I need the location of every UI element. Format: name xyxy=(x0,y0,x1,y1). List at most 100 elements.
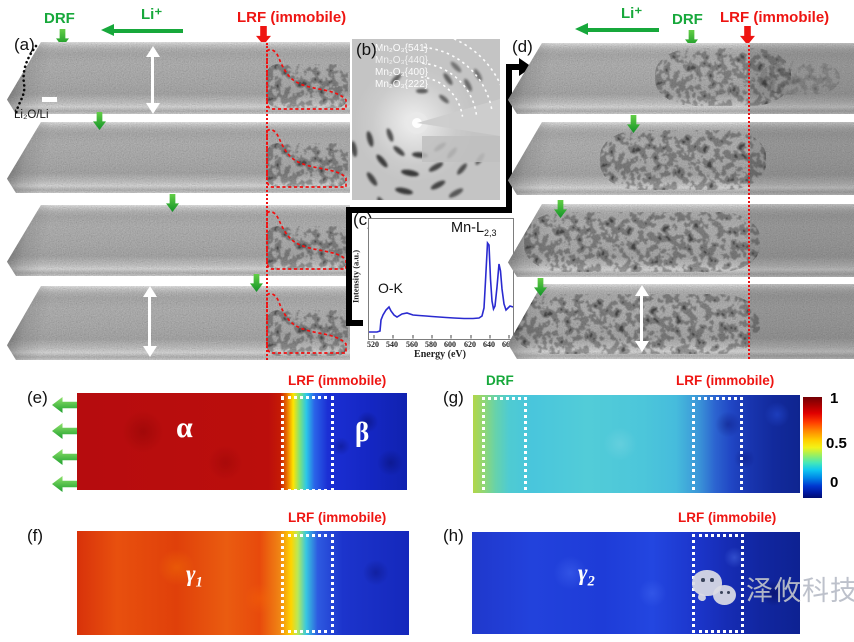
lithiated-texture xyxy=(600,130,766,190)
tem-wire-d2 xyxy=(508,122,854,195)
lrf-roi-box-f xyxy=(281,534,334,633)
drf-roi-box-g xyxy=(482,397,527,496)
reaction-front-texture xyxy=(266,226,348,270)
colorbar-min-label: 0 xyxy=(830,474,839,491)
thickness-arrow-icon-a1 xyxy=(145,46,160,114)
tick-640: 640 xyxy=(483,340,495,349)
reaction-front-texture xyxy=(266,310,348,356)
eels-plot-frame xyxy=(368,218,514,340)
li-flow-arrow-icon-a xyxy=(101,24,183,36)
li-ion-label-a: Li⁺ xyxy=(141,6,163,23)
li-flow-arrow-icon-d xyxy=(575,23,659,35)
thickness-arrow-icon-d4 xyxy=(634,285,649,352)
unreacted-dark-zone xyxy=(750,204,854,277)
unreacted-dark-zone xyxy=(750,122,854,195)
wire-tip-facet xyxy=(508,122,556,195)
lrf-contour-a4 xyxy=(266,292,347,354)
connector-line xyxy=(346,207,512,213)
eels-spectrum xyxy=(369,240,514,339)
lrf-contour-a3 xyxy=(266,210,347,270)
tick-560: 560 xyxy=(406,340,418,349)
lrf-roi-box-g xyxy=(692,397,743,496)
lrf-label-d: LRF (immobile) xyxy=(720,9,830,26)
connector-arm xyxy=(506,64,520,70)
tem-wire-a3 xyxy=(7,205,350,276)
phase-map-e xyxy=(77,393,407,490)
phase-map-g xyxy=(473,395,800,493)
li-flow-arrow-icon xyxy=(52,476,77,492)
scale-bar xyxy=(42,97,57,102)
panel-c-letter: (c) xyxy=(353,210,373,229)
tem-wire-d3 xyxy=(508,204,854,277)
li-flow-arrow-icon xyxy=(52,423,77,439)
connector-riser xyxy=(506,64,512,213)
mn-l-peak-label: Mn-L2,3 xyxy=(451,220,497,238)
o-k-peak-label: O-K xyxy=(378,280,403,296)
wire-tip-facet xyxy=(7,205,55,276)
unreacted-dark-zone xyxy=(750,43,854,114)
panel-h-letter: (h) xyxy=(443,526,464,545)
wire-tip-facet xyxy=(7,122,55,193)
eels-ylabel: Intensity (a.u.) xyxy=(350,249,361,304)
lrf-arrow-icon-d xyxy=(740,26,755,45)
eels-xlabel: Energy (eV) xyxy=(414,349,466,360)
tem-wire-d4 xyxy=(508,284,854,359)
lrf-label-h: LRF (immobile) xyxy=(678,510,777,525)
ring-label-222: Mn₂O₃{222} xyxy=(375,79,428,90)
lrf-label-e: LRF (immobile) xyxy=(288,373,387,388)
beta-phase-label: β xyxy=(355,417,370,447)
gamma2-phase-label: γ2 xyxy=(578,560,595,590)
diffraction-pattern xyxy=(352,39,500,200)
tem-wire-d1 xyxy=(508,43,854,114)
panel-f-letter: (f) xyxy=(27,526,44,545)
li-ion-label-d: Li⁺ xyxy=(621,5,643,22)
tick-580: 580 xyxy=(425,340,437,349)
colorbar-max-label: 1 xyxy=(830,390,839,407)
connector-bracket xyxy=(346,207,352,326)
tick-600: 600 xyxy=(444,340,456,349)
lrf-contour-a1 xyxy=(266,48,347,110)
lithiated-texture xyxy=(760,61,840,95)
ring-label-440: Mn₂O₃{440} xyxy=(375,55,428,66)
connector-bracket-arm xyxy=(346,320,363,326)
ring-label-400: Mn₂O₃{400} xyxy=(375,67,428,78)
tem-wire-a2 xyxy=(7,122,350,193)
ring-guide-arcs xyxy=(420,39,500,117)
panel-a-letter: (a) xyxy=(14,35,35,54)
lrf-roi-box-e xyxy=(281,396,334,492)
reaction-front-texture xyxy=(266,64,348,108)
lrf-line-a xyxy=(266,43,268,360)
colorbar-mid-label: 0.5 xyxy=(826,435,847,452)
li2o-interface-dotted-curve xyxy=(14,44,38,116)
wire-tip-facet xyxy=(7,286,55,360)
tick-540: 540 xyxy=(386,340,398,349)
li-flow-arrow-icon xyxy=(52,449,77,465)
watermark-logo-icon xyxy=(692,568,744,614)
tick-660: 660 xyxy=(502,340,514,349)
thickness-arrow-icon-a4 xyxy=(142,286,157,357)
panel-b-letter: (b) xyxy=(356,40,377,59)
drf-label-d: DRF xyxy=(672,11,703,28)
drf-label-a: DRF xyxy=(44,10,75,27)
ring-label-541: Mn₂O₃{541} xyxy=(375,43,428,54)
diffraction-panel: (b) Mn₂O₃{541} Mn₂O₃{440} Mn₂O₃{400} Mn₂… xyxy=(352,39,500,200)
colorbar xyxy=(803,397,822,498)
lrf-label-g: LRF (immobile) xyxy=(676,373,775,388)
lrf-line-d xyxy=(748,45,750,359)
panel-g-letter: (g) xyxy=(443,388,464,407)
tick-620: 620 xyxy=(464,340,476,349)
drf-label-g: DRF xyxy=(486,373,514,388)
beam-stop-wedge xyxy=(417,99,500,136)
lrf-label-a: LRF (immobile) xyxy=(237,9,347,26)
reaction-front-texture xyxy=(266,143,348,187)
li2o-li-label: Li₂O/Li xyxy=(14,109,49,121)
gamma1-phase-label: γ1 xyxy=(186,561,203,591)
panel-e-letter: (e) xyxy=(27,388,48,407)
phase-map-f xyxy=(77,531,409,635)
phase-map-h xyxy=(472,532,800,634)
watermark-text: 泽攸科技 xyxy=(746,576,854,606)
lrf-contour-a2 xyxy=(266,128,347,188)
unreacted-dark-zone xyxy=(750,284,854,359)
panel-d-letter: (d) xyxy=(512,37,533,56)
